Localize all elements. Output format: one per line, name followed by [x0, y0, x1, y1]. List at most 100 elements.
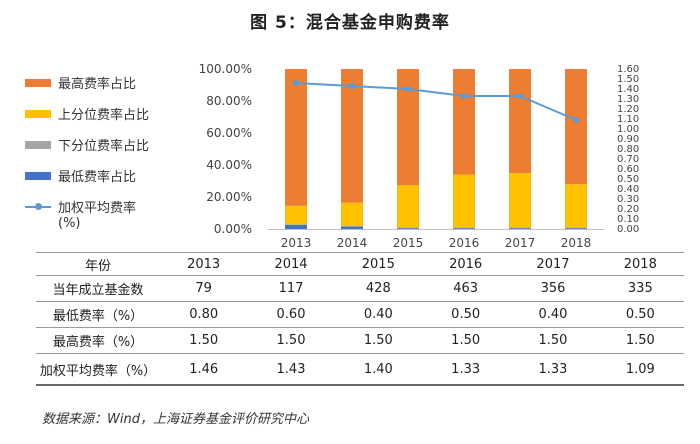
- bar-segment: [453, 227, 475, 229]
- table-cell: 1.33: [421, 353, 510, 386]
- bar-segment: [453, 69, 475, 175]
- avg-rate-point: [517, 93, 523, 99]
- table-header-cell: 2013: [160, 252, 248, 276]
- bar-segment: [285, 225, 307, 229]
- table-cell: 1.50: [160, 327, 248, 354]
- table-row: 最高费率（%） 1.50 1.50 1.50 1.50 1.50 1.50: [36, 327, 684, 354]
- x-axis-tick-label: 2013: [281, 236, 312, 250]
- legend-label-min: 最低费率占比: [58, 170, 137, 185]
- left-axis-tick-label: 60.00%: [206, 126, 252, 140]
- bar-segment: [509, 173, 531, 228]
- legend-swatch-lower: [25, 141, 51, 149]
- bar-segment: [565, 184, 587, 228]
- table-row: 最低费率（%） 0.80 0.60 0.40 0.50 0.40 0.50: [36, 301, 684, 328]
- legend-item-min: 最低费率占比: [20, 165, 200, 196]
- table-cell: 117: [247, 275, 335, 302]
- legend: 最高费率占比 上分位费率占比 下分位费率占比 最低费率占比 加权平均费率 (%): [20, 72, 200, 231]
- table-header-cell: 年份: [36, 252, 160, 276]
- table-cell: 1.43: [247, 353, 335, 386]
- table-header-cell: 2014: [247, 252, 335, 276]
- bar-segment: [341, 69, 363, 203]
- table-cell: 0.50: [596, 301, 684, 328]
- data-table: 年份 2013 2014 2015 2016 2017 2018 当年成立基金数…: [36, 252, 684, 386]
- bar-segment: [285, 69, 307, 206]
- bar-segment: [341, 225, 363, 227]
- bar-segment: [509, 228, 531, 229]
- left-axis-tick-label: 0.00%: [214, 222, 252, 236]
- table-cell: 0.40: [509, 301, 597, 328]
- table-header-cell: 2017: [509, 252, 597, 276]
- table-cell: 0.60: [247, 301, 335, 328]
- table-cell: 0.50: [421, 301, 510, 328]
- legend-label-max: 最高费率占比: [58, 77, 137, 92]
- bar-segment: [397, 69, 419, 185]
- left-axis-tick-label: 80.00%: [206, 94, 252, 108]
- right-axis-tick-label: 1.50: [617, 74, 639, 85]
- right-axis-tick-label: 1.30: [617, 94, 639, 105]
- legend-marker-avg: [35, 203, 42, 210]
- legend-item-upper: 上分位费率占比: [20, 103, 200, 134]
- bar-segment: [509, 69, 531, 173]
- bar-segment: [285, 224, 307, 225]
- avg-rate-point: [349, 83, 355, 89]
- table-cell: 0.80: [160, 301, 248, 328]
- right-axis-tick-label: 0.20: [617, 204, 639, 215]
- bar-segment: [453, 228, 475, 229]
- bar-segment: [341, 226, 363, 229]
- legend-label-avg: 加权平均费率: [58, 201, 137, 216]
- left-axis-tick-label: 40.00%: [206, 158, 252, 172]
- bar-segment: [565, 69, 587, 185]
- x-axis-tick-label: 2014: [337, 236, 368, 250]
- table-row-label: 加权平均费率（%）: [36, 353, 160, 386]
- table-cell: 428: [334, 275, 422, 302]
- bar-segment: [509, 227, 531, 229]
- table-row-label: 当年成立基金数: [36, 275, 160, 302]
- table-cell: 1.50: [596, 327, 684, 354]
- legend-item-lower: 下分位费率占比: [20, 134, 200, 165]
- table-cell: 1.50: [247, 327, 335, 354]
- x-axis-tick-label: 2015: [393, 236, 424, 250]
- avg-rate-point: [573, 117, 579, 123]
- source-note: 数据来源：Wind，上海证券基金评价研究中心: [42, 412, 309, 427]
- legend-swatch-min: [25, 172, 51, 180]
- table-cell: 79: [160, 275, 248, 302]
- right-axis-tick-label: 1.40: [617, 84, 639, 95]
- table-cell: 1.46: [160, 353, 248, 386]
- legend-label-upper: 上分位费率占比: [58, 108, 150, 123]
- table-header-row: 年份 2013 2014 2015 2016 2017 2018: [36, 252, 684, 276]
- table-header-cell: 2016: [421, 252, 510, 276]
- table-cell: 335: [596, 275, 684, 302]
- table-cell: 463: [421, 275, 510, 302]
- right-axis-tick-label: 0.00: [617, 224, 639, 235]
- x-axis-tick-label: 2018: [561, 236, 592, 250]
- avg-rate-point: [293, 80, 299, 86]
- left-axis-tick-label: 20.00%: [206, 190, 252, 204]
- table-cell: 1.50: [509, 327, 597, 354]
- bar-segment: [397, 228, 419, 229]
- right-axis-tick-label: 0.10: [617, 214, 639, 225]
- bar-segment: [565, 228, 587, 229]
- bar-segment: [453, 174, 475, 228]
- table-cell: 356: [509, 275, 597, 302]
- legend-item-max: 最高费率占比: [20, 72, 200, 103]
- table-cell: 1.50: [421, 327, 510, 354]
- legend-item-avg: 加权平均费率 (%): [20, 196, 200, 231]
- x-axis-tick-label: 2017: [505, 236, 536, 250]
- bar-segment: [341, 202, 363, 226]
- table-cell: 1.50: [334, 327, 422, 354]
- right-axis-tick-label: 0.60: [617, 164, 639, 175]
- avg-rate-point: [405, 86, 411, 92]
- right-axis-tick-label: 1.00: [617, 124, 639, 135]
- chart-title: 图 5：混合基金申购费率: [250, 13, 450, 33]
- avg-rate-point: [461, 93, 467, 99]
- right-axis-tick-label: 0.70: [617, 154, 639, 165]
- table-header-cell: 2015: [334, 252, 422, 276]
- table-header-cell: 2018: [596, 252, 684, 276]
- right-axis-tick-label: 1.20: [617, 104, 639, 115]
- right-axis-tick-label: 0.90: [617, 134, 639, 145]
- chart-plot: 0.00% 20.00% 40.00% 60.00% 80.00% 100.00% 0.00…: [199, 62, 640, 250]
- bar-segment: [397, 227, 419, 229]
- right-axis-tick-label: 0.50: [617, 174, 639, 185]
- table-row: 加权平均费率（%） 1.46 1.43 1.40 1.33 1.33 1.09: [36, 353, 684, 386]
- bar-segment: [565, 227, 587, 229]
